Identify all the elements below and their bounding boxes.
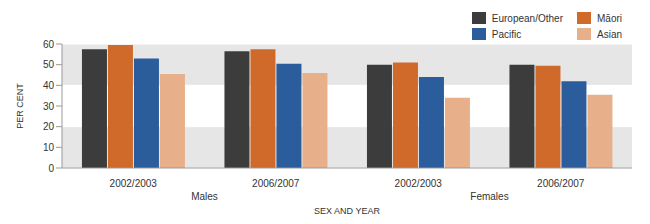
svg-text:30: 30 — [43, 101, 55, 112]
svg-text:2006/2007: 2006/2007 — [252, 178, 300, 189]
svg-text:40: 40 — [43, 80, 55, 91]
svg-text:Males: Males — [191, 191, 218, 202]
svg-text:2006/2007: 2006/2007 — [537, 178, 585, 189]
svg-text:2002/2003: 2002/2003 — [395, 178, 443, 189]
svg-text:60: 60 — [43, 39, 55, 50]
html-text:Pacific: Pacific — [491, 28, 522, 40]
svg-text:SEX AND YEAR: SEX AND YEAR — [314, 206, 380, 216]
svg-text:50: 50 — [43, 59, 55, 70]
html-text:Asian: Asian — [597, 28, 622, 40]
html-text:Māori: Māori — [597, 12, 622, 24]
svg-text:20: 20 — [43, 121, 55, 132]
svg-text:2002/2003: 2002/2003 — [110, 178, 158, 189]
svg-text:0: 0 — [48, 163, 54, 174]
html-text:European/Other: European/Other — [491, 12, 563, 24]
svg-text:Females: Females — [470, 191, 508, 202]
svg-text:10: 10 — [43, 142, 55, 153]
svg-text:PER CENT: PER CENT — [15, 83, 25, 129]
